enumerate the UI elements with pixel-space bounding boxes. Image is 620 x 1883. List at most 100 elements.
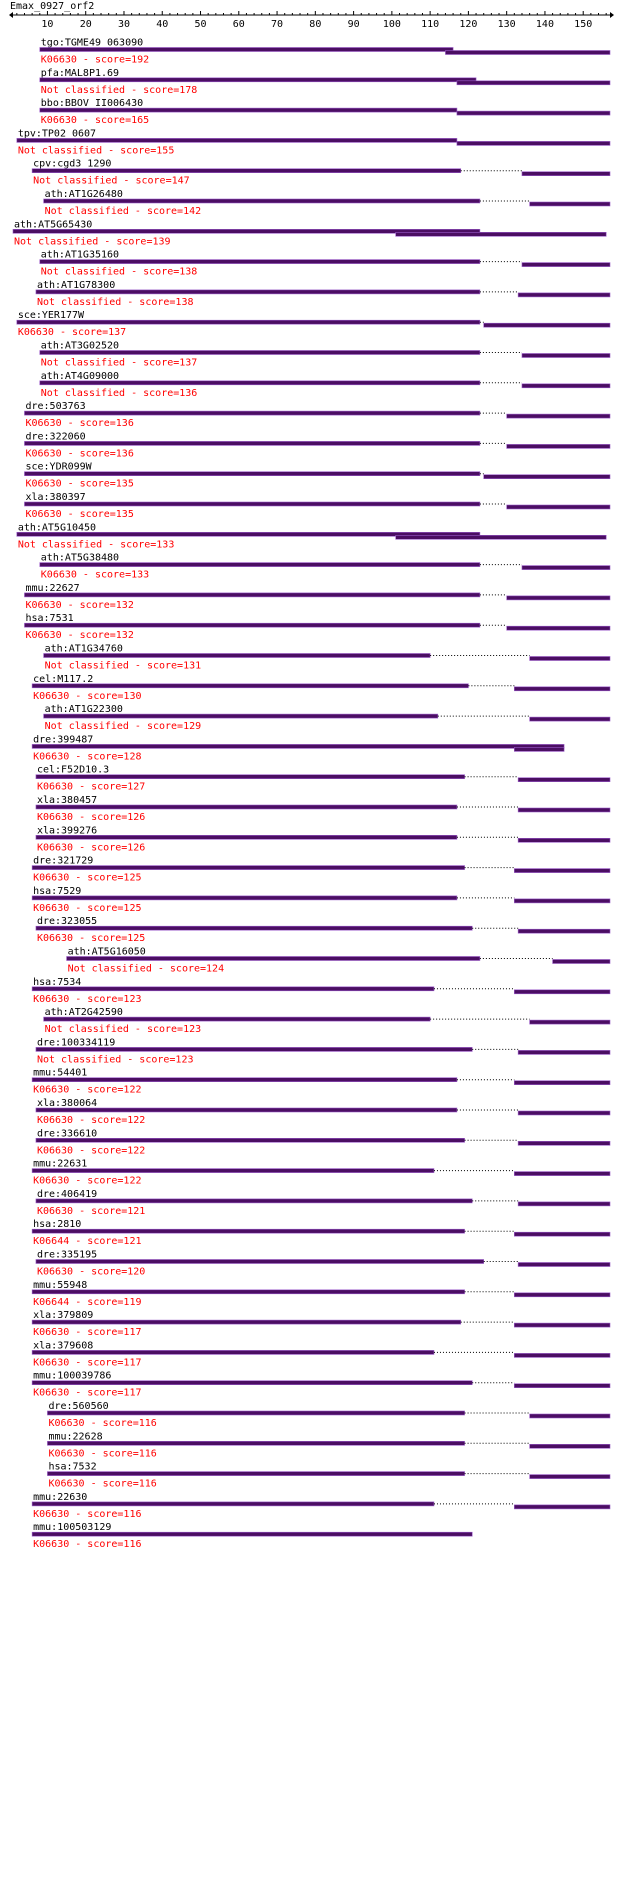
- hit-row[interactable]: mmu:100039786 K06630 - score=117: [31, 1371, 611, 1399]
- hit-name-link[interactable]: ath:AT4G09000: [41, 371, 119, 382]
- hit-name-link[interactable]: mmu:22630: [33, 1492, 87, 1503]
- hit-name-link[interactable]: xla:399276: [37, 825, 97, 836]
- hit-row[interactable]: ath:AT1G34760 Not classified - score=131: [43, 644, 611, 672]
- hit-name-link[interactable]: mmu:54401: [33, 1068, 87, 1079]
- hit-row[interactable]: ath:AT1G35160 Not classified - score=138: [39, 250, 611, 278]
- hit-name-link[interactable]: ath:AT1G22300: [45, 704, 123, 715]
- hit-row[interactable]: tpv:TP02_0607 Not classified - score=155: [16, 128, 611, 156]
- hit-name-link[interactable]: ath:AT5G38480: [41, 553, 119, 564]
- hit-name-link[interactable]: ath:AT5G16050: [68, 947, 146, 958]
- hit-row[interactable]: ath:AT4G09000 Not classified - score=136: [39, 371, 611, 399]
- hit-name-link[interactable]: hsa:2810: [33, 1219, 81, 1230]
- hit-row[interactable]: sce:YER177W K06630 - score=137: [16, 310, 611, 338]
- hit-name-link[interactable]: ath:AT5G65430: [14, 219, 92, 230]
- hit-row[interactable]: dre:321729 K06630 - score=125: [31, 856, 611, 884]
- hit-name-link[interactable]: hsa:7531: [25, 613, 73, 624]
- hit-row[interactable]: ath:AT1G26480 Not classified - score=142: [43, 189, 611, 217]
- hit-name-link[interactable]: cel:M117.2: [33, 674, 93, 685]
- hit-row[interactable]: bbo:BBOV_II006430 K06630 - score=165: [39, 98, 611, 126]
- hit-name-link[interactable]: tpv:TP02_0607: [18, 128, 96, 139]
- hit-name-link[interactable]: ath:AT1G78300: [37, 280, 115, 291]
- hit-name-link[interactable]: sce:YDR099W: [25, 462, 92, 473]
- hit-row[interactable]: mmu:22630 K06630 - score=116: [31, 1492, 611, 1520]
- hit-name-link[interactable]: cel:F52D10.3: [37, 765, 109, 776]
- hit-name-link[interactable]: mmu:100503129: [33, 1522, 111, 1533]
- hit-name-link[interactable]: dre:336610: [37, 1128, 97, 1139]
- hit-row[interactable]: xla:380064 K06630 - score=122: [35, 1098, 611, 1126]
- hit-row[interactable]: ath:AT2G42590 Not classified - score=123: [43, 1007, 611, 1035]
- hit-name-link[interactable]: pfa:MAL8P1.69: [41, 68, 119, 79]
- hit-row[interactable]: ath:AT5G38480 K06630 - score=133: [39, 553, 611, 581]
- hit-name-link[interactable]: mmu:100039786: [33, 1371, 111, 1382]
- hit-name-link[interactable]: ath:AT1G26480: [45, 189, 123, 200]
- hit-row[interactable]: ath:AT5G16050 Not classified - score=124: [66, 947, 611, 975]
- hit-row[interactable]: sce:YDR099W K06630 - score=135: [24, 462, 611, 490]
- hit-name-link[interactable]: xla:379608: [33, 1340, 93, 1351]
- hit-name-link[interactable]: dre:399487: [33, 734, 93, 745]
- hit-row[interactable]: dre:335195 K06630 - score=120: [35, 1250, 611, 1278]
- hit-row[interactable]: ath:AT1G22300 Not classified - score=129: [43, 704, 611, 732]
- hit-name-link[interactable]: xla:380064: [37, 1098, 97, 1109]
- hit-row[interactable]: ath:AT5G10450 Not classified - score=133: [16, 522, 607, 550]
- hit-name-link[interactable]: dre:406419: [37, 1189, 97, 1200]
- hit-name-link[interactable]: bbo:BBOV_II006430: [41, 98, 143, 109]
- hit-name-link[interactable]: cpv:cgd3_1290: [33, 159, 111, 170]
- hit-row[interactable]: tgo:TGME49_063090 K06630 - score=192: [39, 38, 611, 66]
- hit-row[interactable]: xla:380457 K06630 - score=126: [35, 795, 611, 823]
- hit-row[interactable]: mmu:22627 K06630 - score=132: [24, 583, 611, 611]
- hit-name-link[interactable]: hsa:7532: [48, 1462, 96, 1473]
- hit-name-link[interactable]: hsa:7529: [33, 886, 81, 897]
- hit-row[interactable]: cpv:cgd3_1290 Not classified - score=147: [31, 159, 611, 187]
- hit-name-link[interactable]: ath:AT1G34760: [45, 644, 123, 655]
- hit-row[interactable]: ath:AT3G02520 Not classified - score=137: [39, 341, 611, 369]
- hit-name-link[interactable]: ath:AT2G42590: [45, 1007, 123, 1018]
- hit-row[interactable]: mmu:54401 K06630 - score=122: [31, 1068, 611, 1096]
- hit-row[interactable]: hsa:7531 K06630 - score=132: [24, 613, 611, 641]
- hit-row[interactable]: dre:399487 K06630 - score=128: [31, 734, 565, 762]
- hit-name-link[interactable]: dre:560560: [48, 1401, 108, 1412]
- hit-row[interactable]: mmu:100503129 K06630 - score=116: [31, 1522, 473, 1550]
- hit-name-link[interactable]: dre:321729: [33, 856, 93, 867]
- hit-row[interactable]: mmu:22631 K06630 - score=122: [31, 1159, 611, 1187]
- hit-row[interactable]: dre:336610 K06630 - score=122: [35, 1128, 611, 1156]
- hit-name-link[interactable]: xla:380457: [37, 795, 97, 806]
- hit-name-link[interactable]: mmu:22631: [33, 1159, 87, 1170]
- hit-row[interactable]: cel:M117.2 K06630 - score=130: [31, 674, 611, 702]
- hit-row[interactable]: xla:399276 K06630 - score=126: [35, 825, 611, 853]
- hit-name-link[interactable]: dre:503763: [25, 401, 85, 412]
- hit-row[interactable]: dre:560560 K06630 - score=116: [47, 1401, 611, 1429]
- hit-name-link[interactable]: mmu:22628: [48, 1431, 102, 1442]
- hit-name-link[interactable]: hsa:7534: [33, 977, 81, 988]
- hit-name-link[interactable]: dre:322060: [25, 431, 85, 442]
- hit-name-link[interactable]: mmu:55948: [33, 1280, 87, 1291]
- hit-row[interactable]: ath:AT1G78300 Not classified - score=138: [35, 280, 611, 308]
- hit-name-link[interactable]: dre:335195: [37, 1250, 97, 1261]
- hit-row[interactable]: dre:323055 K06630 - score=125: [35, 916, 611, 944]
- hit-row[interactable]: xla:379608 K06630 - score=117: [31, 1340, 611, 1368]
- hit-row[interactable]: hsa:2810 K06644 - score=121: [31, 1219, 611, 1247]
- hit-row[interactable]: hsa:7534 K06630 - score=123: [31, 977, 611, 1005]
- hit-name-link[interactable]: xla:380397: [25, 492, 85, 503]
- hit-name-link[interactable]: ath:AT5G10450: [18, 522, 96, 533]
- hit-row[interactable]: cel:F52D10.3 K06630 - score=127: [35, 765, 611, 793]
- hit-row[interactable]: dre:322060 K06630 - score=136: [24, 431, 611, 459]
- hit-row[interactable]: hsa:7529 K06630 - score=125: [31, 886, 611, 914]
- hit-row[interactable]: ath:AT5G65430 Not classified - score=139: [12, 219, 607, 247]
- hit-row[interactable]: xla:380397 K06630 - score=135: [24, 492, 611, 520]
- hit-row[interactable]: hsa:7532 K06630 - score=116: [47, 1462, 611, 1490]
- hit-row[interactable]: dre:503763 K06630 - score=136: [24, 401, 611, 429]
- hit-name-link[interactable]: sce:YER177W: [18, 310, 85, 321]
- hit-name-link[interactable]: tgo:TGME49_063090: [41, 38, 143, 49]
- hit-row[interactable]: mmu:22628 K06630 - score=116: [47, 1431, 611, 1459]
- hit-name-link[interactable]: xla:379809: [33, 1310, 93, 1321]
- hit-name-link[interactable]: dre:323055: [37, 916, 97, 927]
- hit-row[interactable]: dre:406419 K06630 - score=121: [35, 1189, 611, 1217]
- hit-name-link[interactable]: ath:AT1G35160: [41, 250, 119, 261]
- hit-name-link[interactable]: ath:AT3G02520: [41, 341, 119, 352]
- hit-row[interactable]: pfa:MAL8P1.69 Not classified - score=178: [39, 68, 611, 96]
- hit-row[interactable]: xla:379809 K06630 - score=117: [31, 1310, 611, 1338]
- hit-row[interactable]: mmu:55948 K06644 - score=119: [31, 1280, 611, 1308]
- hit-name-link[interactable]: dre:100334119: [37, 1037, 115, 1048]
- hit-name-link[interactable]: mmu:22627: [25, 583, 79, 594]
- hit-row[interactable]: dre:100334119 Not classified - score=123: [35, 1037, 611, 1065]
